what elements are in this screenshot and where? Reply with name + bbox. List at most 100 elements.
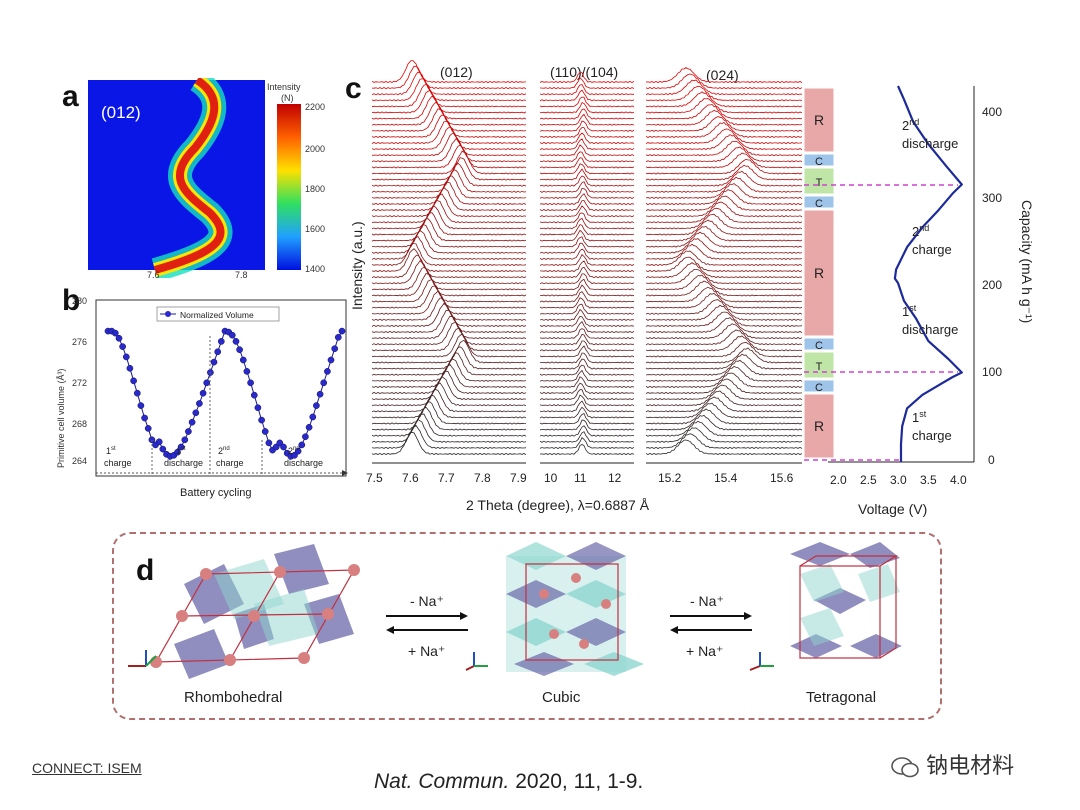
svg-text:1st: 1st: [912, 409, 927, 425]
xrd-pattern: [539, 151, 635, 163]
xrd-pattern: [645, 304, 803, 321]
xrd-pattern: [539, 168, 635, 181]
xrd-pattern: [371, 162, 527, 187]
xrd-pattern: [371, 108, 527, 132]
stage-4-word: discharge: [284, 458, 323, 468]
xrd-pattern: [539, 444, 635, 456]
cl-2-num: 1: [902, 304, 909, 319]
xrd-pattern: [371, 432, 527, 456]
svg-text:2nd: 2nd: [902, 117, 919, 133]
xrd-pattern: [539, 297, 635, 309]
panel-b-ylabel: Primitive cell volume (Å³): [56, 368, 66, 468]
colorbar-tick-1: 2000: [305, 144, 325, 154]
xtick-3-2: 15.6: [770, 471, 794, 485]
xrd-pattern: [371, 266, 527, 291]
xrd-pattern: [371, 394, 527, 419]
xrd-pattern: [645, 201, 803, 218]
cl-1-word: charge: [912, 242, 952, 257]
capacity-tick-3: 100: [982, 365, 1002, 379]
xrd-pattern: [645, 269, 803, 285]
phase-band-label: C: [815, 340, 823, 352]
phase-band-label: T: [816, 361, 823, 373]
xrd-pattern: [539, 248, 635, 260]
xrd-pattern: [539, 102, 635, 114]
xrd-pattern: [645, 341, 803, 358]
xtick-2-0: 10: [544, 471, 558, 485]
xrd-pattern: [645, 122, 803, 138]
volume-point: [239, 356, 247, 364]
volume-point: [320, 379, 328, 387]
xrd-pattern: [539, 266, 635, 279]
panel-c-xlabel: 2 Theta (degree), λ=0.6887 Å: [466, 497, 650, 513]
volume-point: [144, 425, 152, 432]
wechat-icon: [891, 757, 919, 778]
volume-point: [280, 443, 287, 451]
charge-discharge-curve: [893, 85, 963, 462]
xrd-pattern: [371, 144, 527, 169]
stage-2-word: discharge: [164, 458, 203, 468]
stage-4-sup: nd: [293, 446, 300, 452]
xrd-pattern: [645, 408, 803, 425]
xrd-pattern: [371, 424, 527, 449]
xrd-pattern: [539, 419, 635, 431]
arrow-2-bottom: + Na⁺: [686, 643, 723, 659]
stage-label-3: 2nd charge: [216, 446, 244, 468]
xrd-pattern: [645, 103, 803, 120]
volume-point: [294, 447, 302, 455]
xrd-pattern: [371, 84, 527, 108]
volume-point: [247, 379, 254, 387]
xrd-pattern: [371, 248, 527, 273]
panel-c-plot: Intensity (a.u.) (012) (110)/(104) (024)…: [349, 60, 1035, 517]
xrd-pattern: [645, 323, 803, 340]
xrd-pattern: [539, 108, 635, 120]
panel-letter-d: d: [136, 554, 155, 587]
xrd-pattern: [646, 225, 803, 242]
connect-link[interactable]: CONNECT: ISEM: [32, 760, 142, 776]
capacity-tick-1: 300: [982, 191, 1002, 205]
xrd-pattern: [372, 224, 527, 248]
phase-band-label: R: [814, 265, 824, 281]
panel-c-ylabel: Intensity (a.u.): [349, 221, 365, 310]
xrd-pattern: [645, 98, 803, 114]
panel-letter-c: c: [345, 72, 362, 105]
colorbar: [277, 104, 301, 270]
xtick-3-0: 15.2: [658, 471, 682, 485]
volume-point: [188, 418, 196, 426]
xrd-pattern: [371, 157, 527, 181]
xrd-pattern: [539, 113, 635, 126]
xrd-pattern: [645, 378, 803, 395]
xrd-pattern: [371, 212, 527, 236]
svg-text:2nd: 2nd: [288, 446, 300, 456]
volume-point: [309, 413, 317, 421]
xrd-pattern: [539, 236, 635, 248]
xrd-pattern: [539, 315, 635, 327]
panel-a-label: (012): [101, 103, 141, 122]
volume-point: [181, 436, 189, 444]
xrd-pattern: [371, 181, 527, 206]
tetragonal-structure: [790, 542, 902, 659]
xrd-pattern: [645, 390, 803, 407]
curve-label-2nd-charge: 2nd charge: [912, 223, 952, 257]
xrd-pattern: [645, 353, 803, 370]
xrd-pattern: [371, 235, 527, 260]
svg-text:1st: 1st: [902, 303, 917, 319]
xrd-pattern: [645, 420, 803, 437]
arrow-2-top: - Na⁺: [690, 593, 724, 609]
xrd-pattern: [539, 77, 635, 90]
volume-point: [122, 353, 130, 361]
xrd-pattern: [539, 278, 635, 291]
arrow-2-right-head: [744, 612, 752, 620]
xrd-pattern: [371, 242, 527, 266]
xrd-pattern: [371, 254, 527, 279]
volume-point: [232, 338, 240, 345]
xrd-pattern: [645, 128, 803, 145]
cl-2-word: discharge: [902, 322, 958, 337]
colorbar-title: Intensity: [267, 82, 301, 92]
capacity-tick-2: 200: [982, 278, 1002, 292]
voltage-tick-1: 2.5: [860, 473, 877, 487]
xrd-pattern: [645, 256, 803, 273]
xtick-1-1: 7.6: [402, 471, 419, 485]
xrd-pattern: [371, 89, 527, 114]
xrd-pattern: [539, 328, 635, 340]
axis-triad-1: [128, 650, 157, 667]
